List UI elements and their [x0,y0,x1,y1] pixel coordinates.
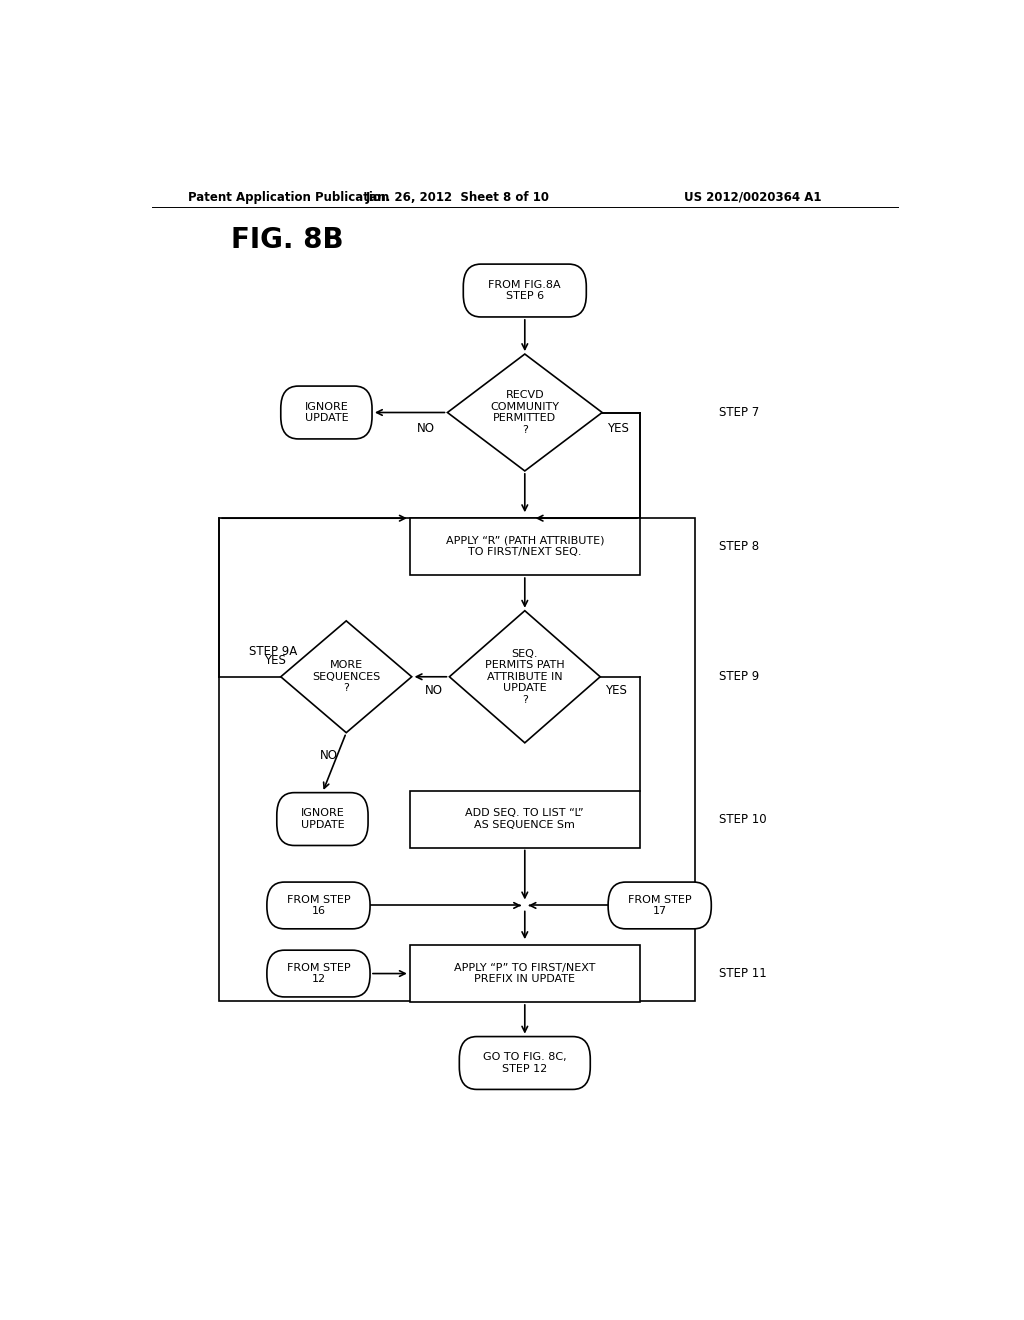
Text: FROM FIG.8A
STEP 6: FROM FIG.8A STEP 6 [488,280,561,301]
Text: STEP 10: STEP 10 [719,813,767,825]
Text: NO: NO [417,422,434,436]
Text: FROM STEP
16: FROM STEP 16 [287,895,350,916]
Text: APPLY “R” (PATH ATTRIBUTE)
TO FIRST/NEXT SEQ.: APPLY “R” (PATH ATTRIBUTE) TO FIRST/NEXT… [445,536,604,557]
Text: IGNORE
UPDATE: IGNORE UPDATE [304,401,348,424]
FancyBboxPatch shape [267,950,370,997]
Text: YES: YES [607,422,630,436]
Text: APPLY “P” TO FIRST/NEXT
PREFIX IN UPDATE: APPLY “P” TO FIRST/NEXT PREFIX IN UPDATE [454,962,596,985]
Text: FROM STEP
17: FROM STEP 17 [628,895,691,916]
Text: ADD SEQ. TO LIST “L”
AS SEQUENCE Sm: ADD SEQ. TO LIST “L” AS SEQUENCE Sm [466,808,584,830]
Text: FIG. 8B: FIG. 8B [231,226,344,253]
Bar [410,791,640,847]
FancyBboxPatch shape [460,1036,590,1089]
Text: US 2012/0020364 A1: US 2012/0020364 A1 [684,190,821,203]
Text: Patent Application Publication: Patent Application Publication [187,190,389,203]
FancyBboxPatch shape [281,385,372,440]
Text: NO: NO [425,685,442,697]
Text: GO TO FIG. 8C,
STEP 12: GO TO FIG. 8C, STEP 12 [483,1052,566,1073]
Text: SEQ.
PERMITS PATH
ATTRIBUTE IN
UPDATE
?: SEQ. PERMITS PATH ATTRIBUTE IN UPDATE ? [485,648,564,705]
Text: YES: YES [605,685,627,697]
Bar [410,945,640,1002]
Text: STEP 7: STEP 7 [719,407,760,418]
Text: YES: YES [264,653,286,667]
Text: MORE
SEQUENCES
?: MORE SEQUENCES ? [312,660,380,693]
Text: STEP 9A: STEP 9A [249,645,297,657]
Text: NO: NO [319,748,338,762]
Text: RECVD
COMMUNITY
PERMITTED
?: RECVD COMMUNITY PERMITTED ? [490,391,559,434]
Text: STEP 9: STEP 9 [719,671,760,684]
FancyBboxPatch shape [608,882,712,929]
Text: IGNORE
UPDATE: IGNORE UPDATE [301,808,344,830]
Polygon shape [447,354,602,471]
FancyBboxPatch shape [276,792,368,846]
Text: FROM STEP
12: FROM STEP 12 [287,962,350,985]
Polygon shape [450,611,600,743]
Polygon shape [281,620,412,733]
Bar [410,519,640,576]
Text: STEP 8: STEP 8 [719,540,760,553]
FancyBboxPatch shape [463,264,587,317]
Bar [219,519,695,1001]
Text: Jan. 26, 2012  Sheet 8 of 10: Jan. 26, 2012 Sheet 8 of 10 [366,190,549,203]
FancyBboxPatch shape [267,882,370,929]
Text: STEP 11: STEP 11 [719,968,767,979]
